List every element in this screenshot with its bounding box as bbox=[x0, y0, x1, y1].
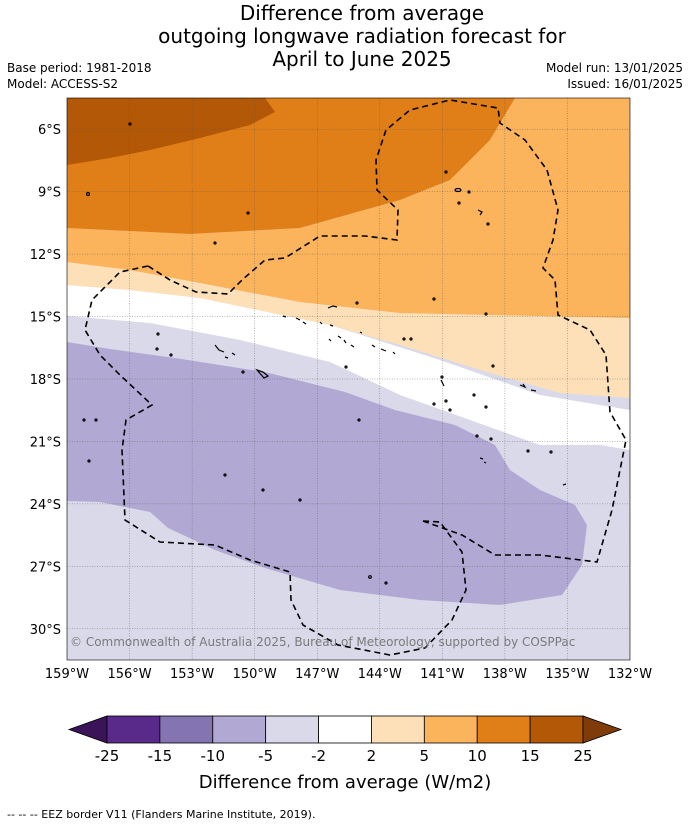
lat-tick-label: 24°S bbox=[30, 498, 61, 513]
colorbar-segment bbox=[476, 715, 531, 744]
base-period: Base period: 1981-2018 bbox=[7, 61, 152, 75]
colorbar-extend-high bbox=[582, 715, 623, 744]
lat-tick-label: 27°S bbox=[30, 560, 61, 575]
lon-tick-label: 132°W bbox=[608, 667, 652, 682]
lon-tick-label: 135°W bbox=[545, 667, 589, 682]
lat-tick-label: 12°S bbox=[30, 248, 61, 263]
model-name: Model: ACCESS-S2 bbox=[7, 77, 119, 91]
longitude-axis: 159°W 156°W 153°W 150°W 147°W 144°W 141°W 138°W… bbox=[45, 667, 652, 682]
colorbar-tick-label: 25 bbox=[573, 747, 592, 765]
colorbar-tick-label: 10 bbox=[468, 747, 487, 765]
colorbar-tick-label: 2 bbox=[367, 747, 377, 765]
lat-tick-label: 18°S bbox=[30, 373, 61, 388]
eez-legend-note: -- -- -- EEZ border V11 (Flanders Marine… bbox=[7, 808, 316, 821]
anomaly-band-light-orange bbox=[67, 262, 630, 398]
islands bbox=[82, 122, 567, 585]
lon-tick-label: 147°W bbox=[295, 667, 339, 682]
colorbar-segment bbox=[423, 715, 478, 744]
anomaly-band-orange bbox=[67, 98, 630, 318]
colorbar-tick-label: -15 bbox=[148, 747, 173, 765]
colorbar-segment bbox=[159, 715, 214, 744]
map-frame bbox=[66, 97, 631, 661]
eez-border bbox=[84, 99, 627, 656]
colorbar-segment bbox=[106, 715, 161, 744]
lon-tick-label: 156°W bbox=[107, 667, 151, 682]
anomaly-band-brown bbox=[67, 98, 275, 165]
meta-left: Base period: 1981-2018 Model: ACCESS-S2 bbox=[7, 60, 152, 92]
lat-tick-label: 21°S bbox=[30, 435, 61, 450]
colorbar-segment bbox=[212, 715, 267, 744]
model-run: Model run: 13/01/2025 bbox=[545, 61, 683, 75]
gridlines bbox=[67, 98, 630, 660]
colorbar-tick-label: 15 bbox=[521, 747, 540, 765]
colorbar-segment bbox=[265, 715, 319, 744]
lon-tick-label: 144°W bbox=[358, 667, 402, 682]
lon-tick-label: 150°W bbox=[233, 667, 277, 682]
anomaly-band-medium-purple bbox=[67, 342, 587, 605]
colorbar-tick-label: -2 bbox=[311, 747, 326, 765]
copyright-text: © Commonwealth of Australia 2025, Bureau… bbox=[70, 635, 575, 649]
issued-date: Issued: 16/01/2025 bbox=[567, 77, 683, 91]
colorbar-segment bbox=[529, 715, 584, 744]
lon-tick-label: 138°W bbox=[483, 667, 527, 682]
lat-tick-label: 15°S bbox=[30, 311, 61, 326]
title-line-3: April to June 2025 bbox=[272, 47, 452, 71]
colorbar-segment bbox=[318, 715, 372, 744]
colorbar-tick-label: -25 bbox=[95, 747, 120, 765]
colorbar: -25 -15 -10 -5 -2 2 5 10 15 25 bbox=[67, 715, 623, 765]
anomaly-band-white bbox=[67, 285, 630, 450]
colorbar-extend-low bbox=[67, 715, 108, 744]
colorbar-segment bbox=[371, 715, 425, 744]
colorbar-label: Difference from average (W/m2) bbox=[199, 772, 491, 793]
title-line-2: outgoing longwave radiation forecast for bbox=[158, 24, 566, 48]
map-plot-area: © Commonwealth of Australia 2025, Bureau… bbox=[67, 98, 630, 660]
lat-tick-label: 9°S bbox=[38, 186, 61, 201]
lat-tick-label: 30°S bbox=[30, 623, 61, 638]
lon-tick-label: 153°W bbox=[170, 667, 214, 682]
colorbar-tick-label: -10 bbox=[201, 747, 226, 765]
colorbar-tick-label: -5 bbox=[258, 747, 273, 765]
latitude-axis: 6°S 9°S 12°S 15°S 18°S 21°S 24°S 27°S 30°S bbox=[30, 123, 61, 638]
lon-tick-label: 159°W bbox=[45, 667, 89, 682]
colorbar-tick-label: 5 bbox=[420, 747, 430, 765]
map-figure: © Commonwealth of Australia 2025, Bureau… bbox=[30, 97, 652, 793]
meta-right: Model run: 13/01/2025 Issued: 16/01/2025 bbox=[546, 60, 683, 92]
lat-tick-label: 6°S bbox=[38, 123, 61, 138]
lon-tick-label: 141°W bbox=[420, 667, 464, 682]
chart-title: Difference from average outgoing longwav… bbox=[0, 2, 690, 71]
title-line-1: Difference from average bbox=[239, 1, 485, 25]
